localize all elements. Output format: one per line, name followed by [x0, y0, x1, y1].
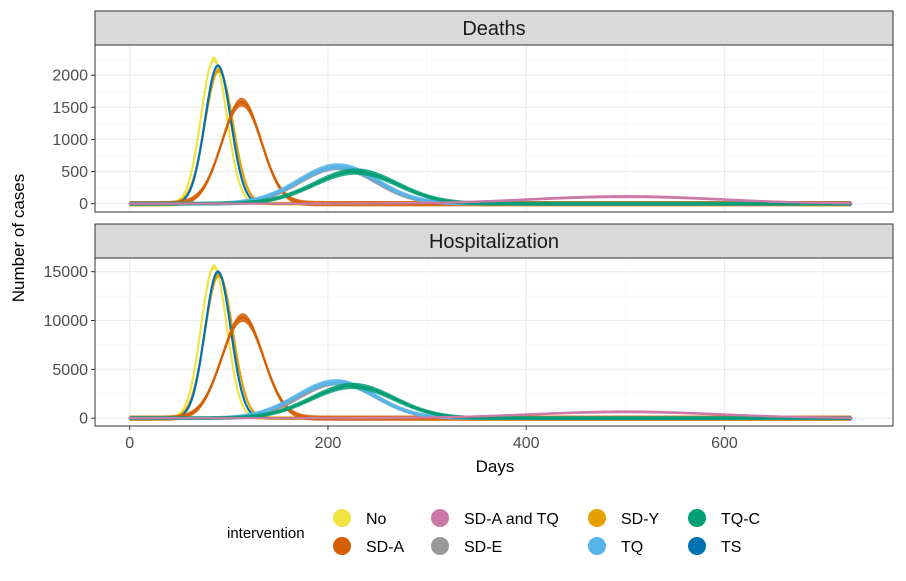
series-line: [128, 195, 853, 205]
series-band: [129, 64, 852, 205]
facet-strip: [94, 223, 894, 259]
legend-item-sd-a: SD-A: [333, 537, 405, 556]
legend-swatch: [688, 537, 706, 555]
facet-panels: Deaths0500100015002000Hospitalization050…: [44, 10, 894, 452]
series-line: [128, 384, 853, 420]
facet-hospitalization: Hospitalization 0 5000 10000 15000 0 200 400 600: [44, 223, 894, 452]
series-band: [129, 56, 852, 206]
series-sd-y: [128, 67, 853, 206]
legend-label: SD-Y: [621, 511, 660, 528]
series-tq: [128, 379, 853, 420]
legend-item-sd-y: SD-Y: [588, 509, 660, 528]
x-tick-label: 200: [315, 435, 342, 452]
facet-strip: [94, 10, 894, 46]
x-tick-label: 400: [513, 435, 540, 452]
facet-strip-label: Deaths: [462, 18, 525, 40]
series-sd-a-and-tq: [128, 194, 853, 205]
series-band: [129, 271, 852, 420]
facet-deaths: Deaths 0 500 1000 1500 2000: [52, 10, 894, 213]
series-no: [128, 263, 853, 420]
legend-swatch: [333, 509, 351, 527]
y-tick-label: 10000: [44, 313, 89, 330]
series-band: [129, 379, 852, 420]
panel-border: [94, 257, 894, 427]
y-tick-label: 0: [79, 411, 88, 428]
y-tick-label: 500: [61, 164, 88, 181]
legend-label: TQ: [621, 539, 643, 556]
series-band: [129, 263, 852, 420]
series-no: [128, 56, 853, 206]
series-line: [128, 170, 853, 205]
x-axis-title: Days: [476, 457, 515, 476]
series-line: [128, 410, 853, 420]
x-tick-label: 0: [125, 435, 134, 452]
legend-item-sd-e: SD-E: [431, 537, 502, 556]
series-band: [129, 67, 852, 206]
panel-border: [94, 44, 894, 213]
y-tick-label: 15000: [44, 264, 89, 281]
y-tick-label: 5000: [52, 362, 88, 379]
legend-label: TQ-C: [721, 511, 760, 528]
legend-label: SD-A and TQ: [464, 511, 559, 528]
x-tick-label: 600: [711, 435, 738, 452]
series-line: [128, 64, 853, 205]
legend-label: SD-A: [366, 539, 405, 556]
legend-label: No: [366, 511, 387, 528]
facet-strip-label: Hospitalization: [429, 231, 559, 253]
legend-item-no: No: [333, 509, 387, 528]
y-axis-title: Number of cases: [9, 174, 28, 303]
legend-item-sd-a-and-tq: SD-A and TQ: [431, 509, 559, 528]
series-band: [129, 380, 852, 420]
legend-title: intervention: [227, 525, 305, 542]
legend-swatch: [688, 509, 706, 527]
legend-swatch: [588, 537, 606, 555]
series-line: [128, 166, 853, 205]
series-sd-e: [128, 380, 853, 420]
series-sd-y: [128, 271, 853, 420]
legend-swatch: [431, 537, 449, 555]
series-sd-a-and-tq: [128, 410, 853, 420]
y-tick-label: 2000: [52, 68, 88, 85]
legend-label: SD-E: [464, 539, 502, 556]
legend-item-tq-c: TQ-C: [688, 509, 760, 528]
series-line: [128, 265, 853, 420]
legend: intervention No SD-A SD-A and TQ SD-E SD-Y TQ…: [227, 509, 760, 556]
legend-swatch: [431, 509, 449, 527]
legend-swatch: [588, 509, 606, 527]
series-line: [128, 68, 853, 205]
legend-label: TS: [721, 539, 741, 556]
legend-item-ts: TS: [688, 537, 741, 556]
legend-swatch: [333, 537, 351, 555]
series-ts: [128, 64, 853, 205]
y-tick-label: 1000: [52, 132, 88, 149]
y-tick-label: 0: [79, 196, 88, 213]
y-tick-label: 1500: [52, 100, 88, 117]
series-line: [128, 58, 853, 205]
legend-item-tq: TQ: [588, 537, 643, 556]
